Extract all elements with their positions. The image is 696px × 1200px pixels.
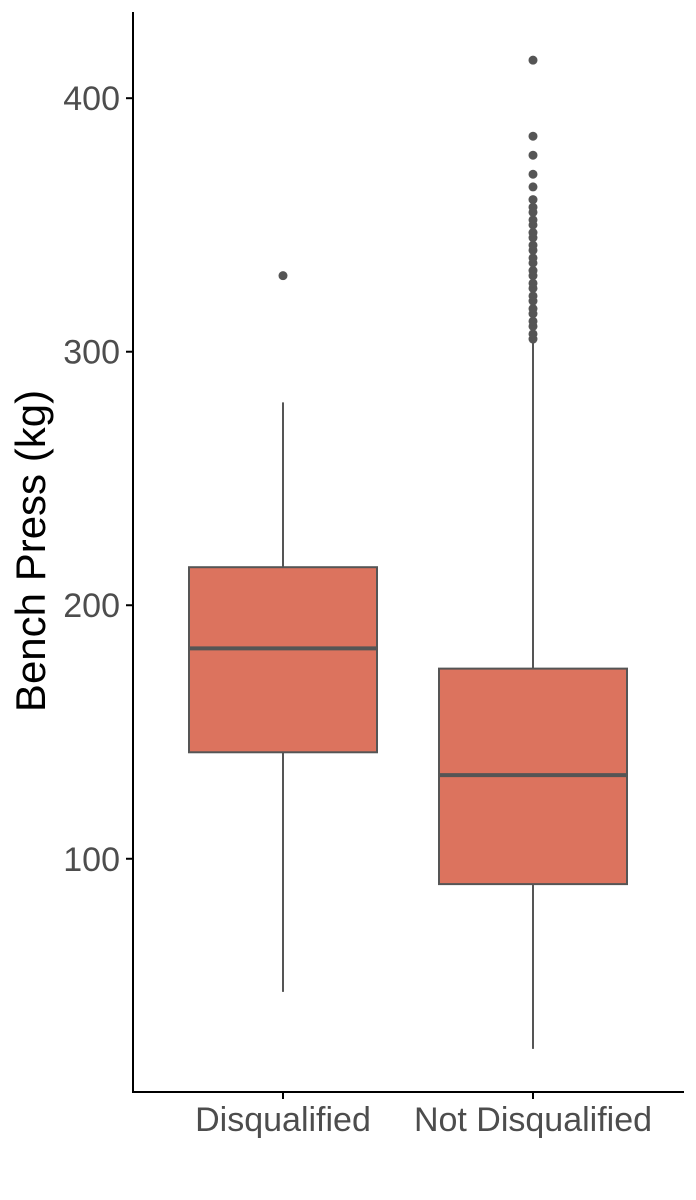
plot-area (188, 55, 628, 1049)
x-axis-ticks: Disqualified Not Disqualified (195, 1092, 652, 1139)
outlier-point (528, 55, 538, 65)
y-tick-label: 400 (63, 80, 120, 118)
outlier-point (528, 291, 538, 301)
y-axis-title: Bench Press (kg) (7, 390, 54, 712)
outlier-point (528, 202, 538, 212)
box-disqualified (188, 271, 378, 992)
outlier-point (528, 304, 538, 314)
outlier-point (528, 195, 538, 205)
outlier-point (528, 228, 538, 238)
y-tick-label: 100 (63, 841, 120, 879)
outlier-point (528, 240, 538, 250)
outlier-point (528, 131, 538, 141)
outlier-point (528, 278, 538, 288)
outlier-point (528, 150, 538, 160)
outlier-point (528, 316, 538, 326)
y-tick-label: 300 (63, 334, 120, 372)
outlier-point (528, 329, 538, 339)
x-tick-label: Disqualified (195, 1101, 371, 1139)
outlier-point (528, 253, 538, 263)
outlier-point (278, 271, 288, 281)
box-not-disqualified (438, 55, 628, 1049)
outlier-point (528, 182, 538, 192)
outlier-point (528, 169, 538, 179)
x-tick-label: Not Disqualified (414, 1101, 652, 1139)
box-iqr (188, 566, 378, 754)
outlier-point (528, 215, 538, 225)
y-axis-ticks: 100 200 300 400 (63, 80, 133, 879)
y-tick-label: 200 (63, 587, 120, 625)
outlier-point (528, 266, 538, 276)
